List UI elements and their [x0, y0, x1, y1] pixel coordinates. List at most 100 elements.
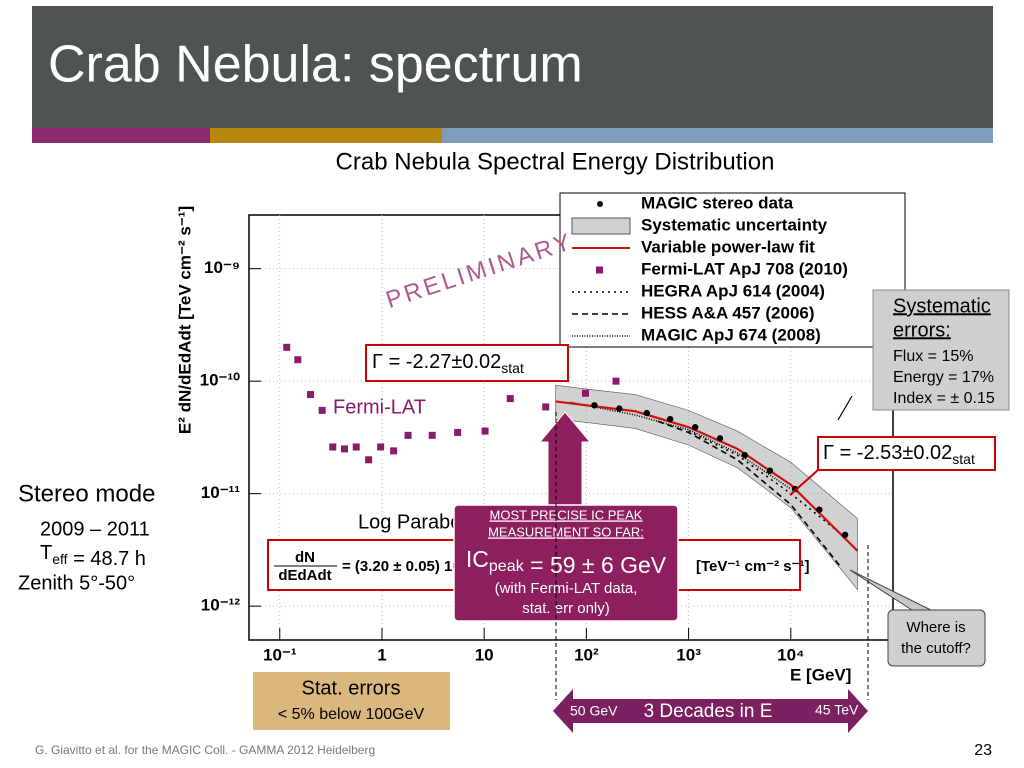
stat-errors-text: < 5% below 100GeV [278, 706, 425, 723]
data-point [390, 447, 398, 455]
annotation-arrow [789, 469, 819, 496]
data-point [329, 443, 337, 451]
text-part: Γ = -2.27±0.02 [372, 351, 501, 373]
text-part: IC [466, 546, 489, 572]
fit-line [657, 420, 841, 566]
footer-citation: G. Giavitto et al. for the MAGIC Coll. -… [35, 743, 375, 757]
formula: dEdAdt [278, 567, 331, 584]
data-point [294, 356, 302, 364]
legend-marker [571, 217, 631, 235]
chart-title: Crab Nebula Spectral Energy Distribution [336, 148, 775, 175]
callout-note: stat. err only) [522, 600, 610, 617]
systematics-title: Systematic [893, 295, 991, 317]
fit-line [555, 400, 859, 552]
data-point [691, 423, 699, 431]
y-tick-label: 10⁻¹⁰ [200, 371, 241, 390]
legend-label: Fermi-LAT ApJ 708 (2010) [641, 259, 848, 278]
data-point [377, 443, 385, 451]
text-part: = 59 ± 6 GeV [524, 552, 667, 578]
legend-box [559, 192, 906, 348]
callout-note: (with Fermi-LAT data, [495, 580, 638, 597]
annotation-arrow [837, 395, 853, 421]
observation-zenith: Zenith 5°-50° [18, 572, 135, 594]
observation-title: Stereo mode [18, 480, 155, 507]
data-point [791, 485, 799, 493]
data-point [616, 405, 623, 412]
range-label: 3 Decades in E [644, 701, 773, 722]
callout-box [453, 504, 679, 622]
callout-text: Where is [906, 619, 965, 636]
x-tick-label: 10⁻¹ [263, 645, 297, 664]
data-point [612, 377, 620, 385]
stat-errors-title: Stat. errors [302, 677, 401, 699]
annotation-box [817, 436, 996, 471]
legend-label: MAGIC ApJ 674 (2008) [641, 325, 821, 344]
x-tick-label: 10² [574, 645, 599, 664]
legend-label: HESS A&A 457 (2006) [641, 303, 815, 322]
callout-box [887, 609, 986, 667]
data-point [816, 506, 823, 513]
data-point [454, 428, 462, 436]
callout-heading: MEASUREMENT SO FAR: [488, 524, 644, 539]
subscript: peak [489, 557, 525, 575]
data-point [307, 391, 315, 399]
annotation-box [872, 289, 1010, 411]
data-point [666, 415, 674, 423]
page-number: 23 [974, 742, 992, 759]
data-point [428, 431, 436, 439]
systematics-line: Flux = 15% [893, 348, 973, 365]
systematics-title: errors: [893, 319, 951, 341]
series-label: Fermi-LAT [333, 396, 426, 418]
range-arrow [553, 689, 868, 733]
data-point [741, 451, 749, 459]
data-point [591, 402, 598, 409]
legend-label: HEGRA ApJ 614 (2004) [641, 281, 825, 300]
accent-strip [442, 128, 993, 143]
data-point [542, 403, 550, 411]
legend-label: Systematic uncertainty [641, 215, 828, 234]
formula: [TeV⁻¹ cm⁻² s⁻¹] [696, 558, 809, 575]
data-point [581, 389, 589, 397]
y-axis-label: E² dN/dEdAdt [TeV cm⁻² s⁻¹] [175, 206, 194, 434]
data-point [716, 435, 724, 442]
x-tick-label: 10 [475, 645, 494, 664]
data-point [841, 531, 849, 539]
formula: dN [295, 549, 315, 566]
x-tick-label: 10⁴ [777, 645, 804, 664]
subscript: stat [501, 360, 524, 376]
x-tick-label: 1 [377, 645, 386, 664]
legend-marker [596, 266, 603, 274]
callout-value: ICpeak = 59 ± 6 GeV [466, 546, 667, 578]
x-axis-label: E [GeV] [790, 665, 851, 684]
range-label: 45 TeV [815, 702, 859, 718]
data-point [643, 409, 650, 417]
accent-strip [210, 128, 442, 143]
legend-label: Variable power-law fit [641, 237, 815, 256]
observation-period: 2009 – 2011 [40, 518, 150, 540]
data-point [481, 427, 489, 435]
data-point [506, 395, 514, 403]
fit-line [688, 430, 841, 534]
x-tick-label: 10³ [676, 645, 701, 664]
title-bar [32, 6, 993, 128]
slide-title: Crab Nebula: spectrum [48, 36, 583, 94]
range-label: 50 GeV [570, 703, 618, 719]
callout-heading: MOST PRECISE IC PEAK [490, 507, 643, 522]
data-point [365, 456, 373, 464]
fit-index: Γ = -2.53±0.02stat [823, 442, 975, 466]
systematics-line: Energy = 17% [893, 369, 994, 386]
formula: = (3.20 ± 0.05) 10 [342, 558, 461, 575]
data-point [283, 343, 291, 351]
data-point [766, 467, 774, 474]
observation-time: Teff = 48.7 h [40, 542, 146, 570]
accent-strip [32, 128, 210, 143]
callout-arrow [538, 411, 592, 507]
legend-label: MAGIC stereo data [641, 193, 794, 212]
callout-text: the cutoff? [901, 640, 971, 657]
data-point [341, 445, 349, 453]
data-point [352, 443, 360, 451]
annotation-box [365, 344, 569, 382]
fit-index: Γ = -2.27±0.02stat [372, 351, 524, 375]
subscript: stat [952, 451, 975, 467]
